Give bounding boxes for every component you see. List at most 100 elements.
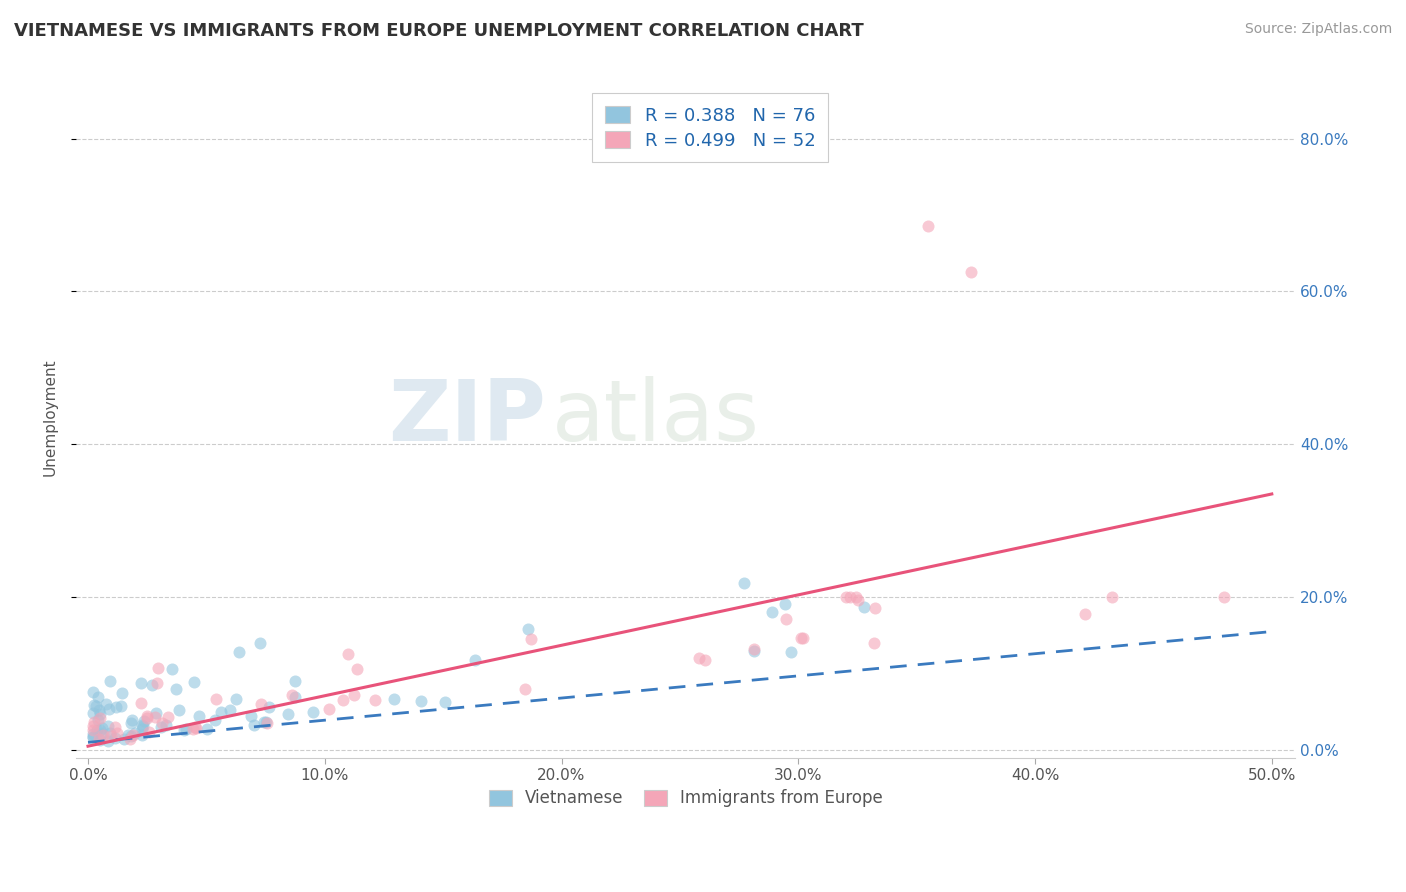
Point bbox=[104, 721, 127, 735]
Point bbox=[516, 622, 538, 636]
Point bbox=[174, 722, 197, 736]
Point bbox=[82, 718, 104, 732]
Point bbox=[240, 709, 263, 723]
Point bbox=[181, 722, 204, 736]
Point bbox=[105, 726, 128, 740]
Point bbox=[409, 693, 432, 707]
Point bbox=[141, 678, 163, 692]
Point bbox=[98, 673, 121, 688]
Text: ZIP: ZIP bbox=[388, 376, 546, 459]
Text: Source: ZipAtlas.com: Source: ZipAtlas.com bbox=[1244, 22, 1392, 37]
Text: atlas: atlas bbox=[551, 376, 759, 459]
Point bbox=[852, 599, 875, 614]
Point bbox=[243, 718, 266, 732]
Point bbox=[249, 697, 271, 711]
Point bbox=[249, 635, 271, 649]
Point bbox=[318, 702, 340, 716]
Point bbox=[838, 590, 860, 604]
Point bbox=[225, 692, 247, 706]
Point bbox=[284, 690, 307, 705]
Point bbox=[346, 662, 368, 676]
Point bbox=[87, 714, 110, 728]
Point bbox=[149, 720, 172, 734]
Point bbox=[156, 710, 179, 724]
Point bbox=[195, 722, 218, 736]
Point bbox=[183, 674, 205, 689]
Point bbox=[254, 714, 277, 729]
Point bbox=[276, 706, 298, 721]
Point bbox=[100, 729, 122, 743]
Point bbox=[280, 689, 302, 703]
Point bbox=[219, 703, 242, 717]
Text: VIETNAMESE VS IMMIGRANTS FROM EUROPE UNEMPLOYMENT CORRELATION CHART: VIETNAMESE VS IMMIGRANTS FROM EUROPE UNE… bbox=[14, 22, 863, 40]
Point bbox=[91, 721, 114, 735]
Point bbox=[91, 729, 114, 743]
Point bbox=[188, 708, 211, 723]
Point bbox=[131, 728, 153, 742]
Point bbox=[104, 700, 127, 714]
Point bbox=[89, 706, 111, 721]
Point bbox=[773, 597, 796, 611]
Point bbox=[259, 699, 281, 714]
Point bbox=[89, 723, 111, 737]
Point bbox=[146, 661, 169, 675]
Point bbox=[384, 692, 406, 706]
Point bbox=[89, 711, 111, 725]
Point bbox=[94, 697, 117, 711]
Point bbox=[792, 632, 814, 646]
Point bbox=[86, 723, 108, 737]
Point bbox=[165, 681, 187, 696]
Point bbox=[256, 715, 278, 730]
Point bbox=[90, 727, 112, 741]
Point bbox=[146, 676, 169, 690]
Legend: Vietnamese, Immigrants from Europe: Vietnamese, Immigrants from Europe bbox=[482, 782, 890, 814]
Point bbox=[82, 731, 104, 745]
Point bbox=[205, 692, 228, 706]
Point bbox=[82, 706, 104, 721]
Point bbox=[204, 713, 226, 727]
Point bbox=[835, 590, 858, 604]
Point bbox=[132, 718, 155, 732]
Y-axis label: Unemployment: Unemployment bbox=[44, 359, 58, 476]
Point bbox=[689, 651, 711, 665]
Point bbox=[761, 605, 783, 619]
Point bbox=[121, 713, 143, 727]
Point bbox=[363, 693, 385, 707]
Point bbox=[228, 644, 250, 658]
Point bbox=[343, 689, 366, 703]
Point bbox=[87, 703, 110, 717]
Point bbox=[122, 729, 145, 743]
Point bbox=[121, 729, 143, 743]
Point bbox=[82, 685, 104, 699]
Point bbox=[733, 576, 755, 591]
Point bbox=[131, 718, 153, 732]
Point bbox=[863, 601, 886, 615]
Point bbox=[284, 674, 307, 689]
Point bbox=[846, 592, 869, 607]
Point bbox=[97, 719, 120, 733]
Point bbox=[150, 716, 173, 731]
Point bbox=[775, 612, 797, 626]
Point bbox=[1212, 590, 1234, 604]
Point bbox=[173, 723, 195, 737]
Point bbox=[253, 715, 276, 730]
Point bbox=[129, 696, 152, 710]
Point bbox=[98, 701, 121, 715]
Point bbox=[111, 686, 134, 700]
Point bbox=[209, 706, 232, 720]
Point bbox=[302, 705, 325, 719]
Point bbox=[464, 653, 486, 667]
Point bbox=[184, 720, 207, 734]
Point bbox=[742, 644, 765, 658]
Point bbox=[120, 715, 142, 730]
Point bbox=[167, 703, 190, 717]
Point bbox=[138, 725, 160, 739]
Point bbox=[104, 731, 127, 746]
Point bbox=[1101, 590, 1123, 604]
Point bbox=[434, 695, 457, 709]
Point bbox=[789, 631, 811, 645]
Point bbox=[110, 699, 132, 714]
Point bbox=[186, 721, 208, 735]
Point bbox=[89, 732, 111, 747]
Point bbox=[332, 693, 354, 707]
